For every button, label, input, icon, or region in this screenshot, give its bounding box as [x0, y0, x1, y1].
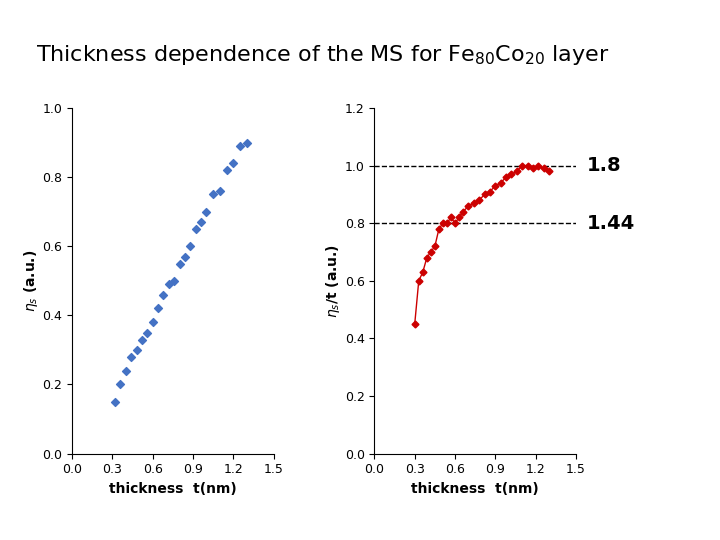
- Point: [201, 207, 212, 216]
- Point: [241, 138, 253, 147]
- Point: [120, 366, 132, 375]
- Point: [142, 328, 153, 337]
- Point: [228, 159, 239, 167]
- Y-axis label: $\eta_s$/t (a.u.): $\eta_s$/t (a.u.): [324, 244, 342, 318]
- X-axis label: thickness  t(nm): thickness t(nm): [411, 482, 539, 496]
- Point: [163, 280, 174, 288]
- X-axis label: thickness  t(nm): thickness t(nm): [109, 482, 237, 496]
- Point: [152, 304, 163, 313]
- Text: 1.44: 1.44: [587, 214, 635, 233]
- Point: [190, 225, 202, 233]
- Point: [221, 166, 233, 174]
- Point: [158, 291, 169, 299]
- Text: Thickness dependence of the MS for Fe$_{80}$Co$_{20}$ layer: Thickness dependence of the MS for Fe$_{…: [36, 43, 610, 67]
- Point: [168, 276, 180, 285]
- Y-axis label: $\eta_s$ (a.u.): $\eta_s$ (a.u.): [22, 249, 40, 312]
- Point: [147, 318, 158, 327]
- Point: [131, 346, 143, 354]
- Point: [174, 259, 185, 268]
- Point: [195, 218, 207, 226]
- Point: [179, 252, 191, 261]
- Point: [109, 397, 121, 406]
- Point: [125, 353, 137, 361]
- Point: [184, 242, 196, 251]
- Text: 1.8: 1.8: [587, 156, 621, 175]
- Point: [207, 190, 219, 199]
- Point: [136, 335, 148, 344]
- Point: [234, 141, 246, 150]
- Point: [214, 187, 225, 195]
- Point: [114, 380, 126, 389]
